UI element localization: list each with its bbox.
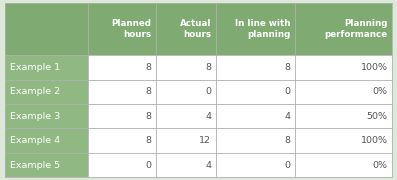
Bar: [295, 104, 392, 128]
Text: 8: 8: [145, 136, 151, 145]
Text: 100%: 100%: [360, 136, 387, 145]
Bar: [156, 128, 216, 153]
Bar: [216, 55, 295, 80]
Text: In line with
planning: In line with planning: [235, 19, 291, 39]
Bar: [156, 80, 216, 104]
Bar: [88, 153, 156, 177]
Bar: [295, 80, 392, 104]
Bar: [216, 3, 295, 55]
Bar: [88, 55, 156, 80]
Text: 8: 8: [285, 63, 291, 72]
Bar: [295, 3, 392, 55]
Text: 4: 4: [285, 112, 291, 121]
Text: Planning
performance: Planning performance: [324, 19, 387, 39]
Text: 0%: 0%: [372, 87, 387, 96]
Bar: [88, 3, 156, 55]
Bar: [156, 153, 216, 177]
Text: Planned
hours: Planned hours: [111, 19, 151, 39]
Bar: [5, 153, 88, 177]
Bar: [88, 104, 156, 128]
Text: 12: 12: [199, 136, 211, 145]
Bar: [5, 104, 88, 128]
Text: 0: 0: [285, 87, 291, 96]
Text: 8: 8: [145, 63, 151, 72]
Bar: [156, 3, 216, 55]
Text: 8: 8: [285, 136, 291, 145]
Bar: [156, 104, 216, 128]
Text: 0%: 0%: [372, 161, 387, 170]
Text: 4: 4: [205, 161, 211, 170]
Text: Example 4: Example 4: [10, 136, 60, 145]
Text: Example 1: Example 1: [10, 63, 60, 72]
Text: 100%: 100%: [360, 63, 387, 72]
Text: 4: 4: [205, 112, 211, 121]
Text: 0: 0: [205, 87, 211, 96]
Bar: [88, 128, 156, 153]
Bar: [216, 128, 295, 153]
Bar: [5, 55, 88, 80]
Text: Example 3: Example 3: [10, 112, 60, 121]
Text: 50%: 50%: [366, 112, 387, 121]
Text: 0: 0: [145, 161, 151, 170]
Bar: [216, 80, 295, 104]
Bar: [295, 128, 392, 153]
Bar: [88, 80, 156, 104]
Bar: [5, 128, 88, 153]
Bar: [5, 3, 88, 55]
Bar: [156, 55, 216, 80]
Text: 8: 8: [145, 112, 151, 121]
Bar: [5, 80, 88, 104]
Bar: [216, 104, 295, 128]
Bar: [295, 153, 392, 177]
Text: 8: 8: [205, 63, 211, 72]
Bar: [295, 55, 392, 80]
Text: 8: 8: [145, 87, 151, 96]
Text: Example 2: Example 2: [10, 87, 60, 96]
Text: 0: 0: [285, 161, 291, 170]
Text: Example 5: Example 5: [10, 161, 60, 170]
Text: Actual
hours: Actual hours: [180, 19, 211, 39]
Bar: [216, 153, 295, 177]
